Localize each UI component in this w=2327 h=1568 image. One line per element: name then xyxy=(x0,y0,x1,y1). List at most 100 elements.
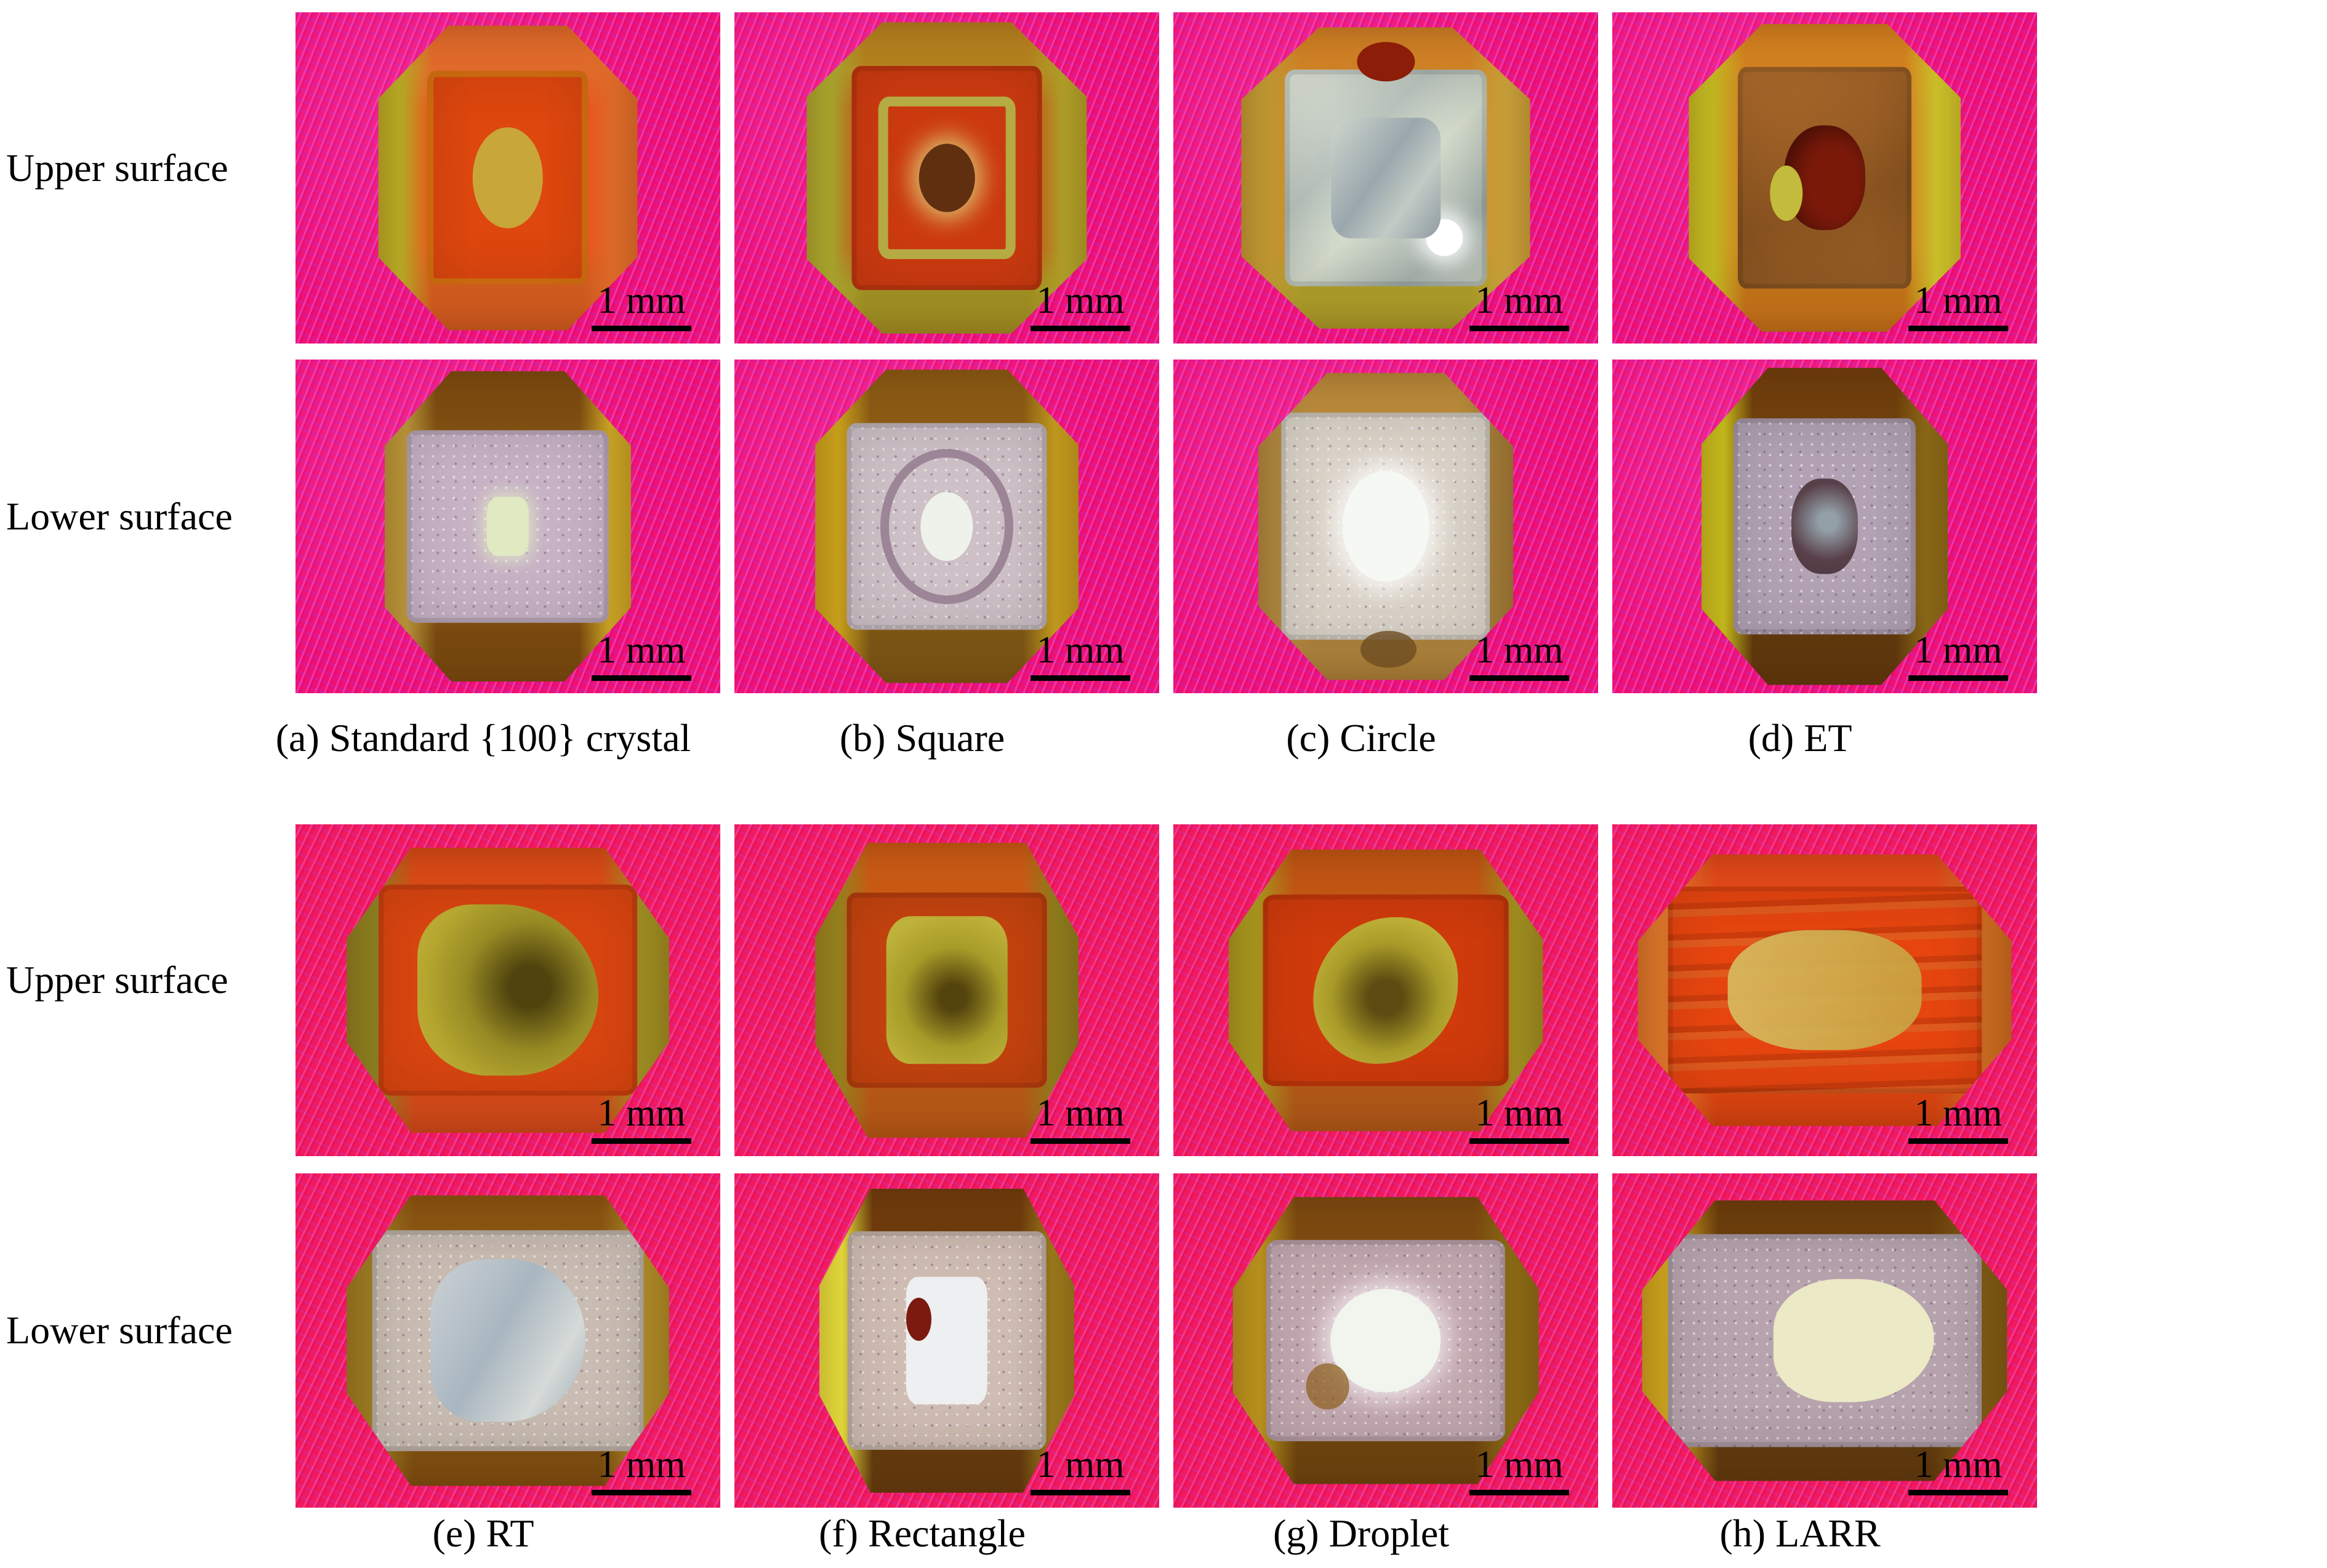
scale-bar-line xyxy=(1031,1490,1130,1495)
photo-b-lower: 1 mm xyxy=(734,360,1159,693)
crystal-e-lower xyxy=(346,1195,670,1486)
scale-bar: 1 mm xyxy=(1007,281,1154,340)
scale-bar: 1 mm xyxy=(1445,1445,1593,1504)
scale-bar-line xyxy=(1469,675,1569,681)
crystal-center xyxy=(1773,1279,1934,1402)
crystal-inclusion xyxy=(1306,1363,1349,1410)
scale-bar-line xyxy=(1908,675,2008,681)
photo-a-upper: 1 mm xyxy=(295,12,720,344)
crystal-center xyxy=(1727,930,1922,1050)
caption-h: (h) LARR xyxy=(1719,1511,1881,1555)
scale-bar-line xyxy=(1908,326,2008,331)
scale-bar-line xyxy=(1469,1490,1569,1495)
scale-bar: 1 mm xyxy=(1007,1445,1154,1504)
crystal-inclusion xyxy=(1770,165,1803,222)
scale-bar: 1 mm xyxy=(568,1445,715,1504)
scale-bar-label: 1 mm xyxy=(1914,1444,2003,1486)
scale-bar-label: 1 mm xyxy=(597,1444,686,1486)
scale-bar: 1 mm xyxy=(568,631,715,690)
scale-bar-line xyxy=(592,326,691,331)
crystal-face xyxy=(847,1231,1047,1450)
scale-bar: 1 mm xyxy=(1445,631,1593,690)
crystal-h-lower xyxy=(1642,1200,2007,1481)
photo-h-lower: 1 mm xyxy=(1612,1173,2037,1508)
scale-bar-line xyxy=(592,1138,691,1144)
crystal-h-upper xyxy=(1638,854,2012,1127)
scale-bar-line xyxy=(1908,1138,2008,1144)
photo-c-lower: 1 mm xyxy=(1173,360,1598,693)
crystal-center xyxy=(1330,1289,1441,1393)
scale-bar: 1 mm xyxy=(1884,631,2032,690)
crystal-inclusion xyxy=(1357,42,1415,82)
scale-bar-label: 1 mm xyxy=(1475,279,1564,321)
photo-d-upper: 1 mm xyxy=(1612,12,2037,344)
scale-bar-label: 1 mm xyxy=(1914,629,2003,671)
scale-bar-label: 1 mm xyxy=(597,279,686,321)
photo-e-lower: 1 mm xyxy=(295,1173,720,1508)
crystal-center xyxy=(918,143,975,212)
crystal-center xyxy=(1791,478,1859,574)
scale-bar-line xyxy=(592,1490,691,1495)
caption-a: (a) Standard {100} crystal xyxy=(275,716,691,760)
row-label-lower-2: Lower surface xyxy=(6,1308,233,1353)
scale-bar: 1 mm xyxy=(1007,631,1154,690)
crystal-c-lower xyxy=(1258,372,1513,680)
crystal-d-upper xyxy=(1689,23,1961,332)
scale-bar: 1 mm xyxy=(1884,1094,2032,1152)
scale-bar-line xyxy=(592,675,691,681)
caption-d: (d) ET xyxy=(1748,716,1852,760)
scale-bar: 1 mm xyxy=(1445,281,1593,340)
scale-bar: 1 mm xyxy=(1884,281,2032,340)
row-label-lower-1: Lower surface xyxy=(6,494,233,538)
scale-bar-label: 1 mm xyxy=(1036,629,1125,671)
crystal-face xyxy=(1266,1240,1505,1441)
photo-f-upper: 1 mm xyxy=(734,824,1159,1156)
photo-d-lower: 1 mm xyxy=(1612,360,2037,693)
photo-e-upper: 1 mm xyxy=(295,824,720,1156)
crystal-inclusion xyxy=(1360,630,1417,668)
row-label-upper-2: Upper surface xyxy=(6,958,228,1002)
caption-e: (e) RT xyxy=(432,1511,534,1555)
scale-bar-line xyxy=(1031,675,1130,681)
caption-f: (f) Rectangle xyxy=(819,1511,1026,1555)
row-label-upper-1: Upper surface xyxy=(6,145,228,190)
crystal-center xyxy=(473,127,543,228)
photo-h-upper: 1 mm xyxy=(1612,824,2037,1156)
scale-bar: 1 mm xyxy=(568,1094,715,1152)
scale-bar-label: 1 mm xyxy=(1475,1444,1564,1486)
crystal-b-lower xyxy=(815,369,1079,683)
scale-bar: 1 mm xyxy=(1884,1445,2032,1504)
crystal-center xyxy=(906,1276,988,1405)
crystal-face xyxy=(1733,418,1916,635)
crystal-center xyxy=(486,497,529,556)
scale-bar-label: 1 mm xyxy=(1475,1092,1564,1134)
scale-bar-line xyxy=(1908,1490,2008,1495)
crystal-center xyxy=(1313,917,1458,1064)
crystal-center xyxy=(1330,118,1441,238)
crystal-e-upper xyxy=(346,847,670,1133)
photo-g-lower: 1 mm xyxy=(1173,1173,1598,1508)
crystal-g-lower xyxy=(1232,1197,1539,1484)
photo-a-lower: 1 mm xyxy=(295,360,720,693)
scale-bar: 1 mm xyxy=(1007,1094,1154,1152)
scale-bar: 1 mm xyxy=(1445,1094,1593,1152)
crystal-c-upper xyxy=(1241,27,1530,329)
crystal-center xyxy=(920,491,973,561)
caption-b: (b) Square xyxy=(839,716,1005,760)
scale-bar-label: 1 mm xyxy=(1036,279,1125,321)
scale-bar-label: 1 mm xyxy=(1475,629,1564,671)
caption-g: (g) Droplet xyxy=(1272,1511,1450,1555)
scale-bar-line xyxy=(1469,1138,1569,1144)
photo-b-upper: 1 mm xyxy=(734,12,1159,344)
crystal-f-lower xyxy=(819,1188,1074,1493)
scale-bar-label: 1 mm xyxy=(597,629,686,671)
crystal-f-upper xyxy=(815,842,1079,1138)
crystal-inclusion xyxy=(906,1298,932,1341)
crystal-d-lower xyxy=(1701,368,1948,685)
scale-bar-label: 1 mm xyxy=(1914,279,2003,321)
crystal-g-upper xyxy=(1228,849,1543,1132)
photo-g-upper: 1 mm xyxy=(1173,824,1598,1156)
crystal-b-upper xyxy=(806,22,1087,334)
photo-c-upper: 1 mm xyxy=(1173,12,1598,344)
